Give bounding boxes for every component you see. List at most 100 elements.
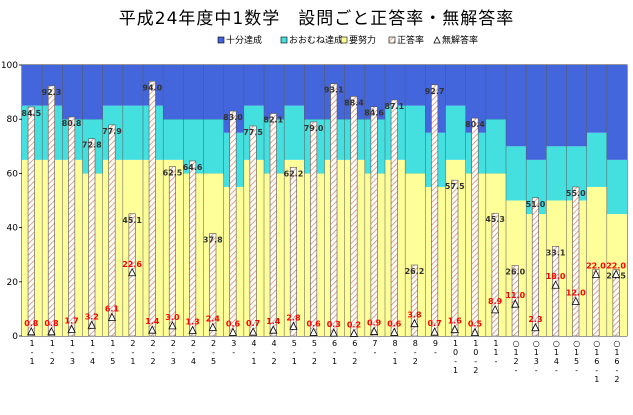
band-ookumu: [566, 146, 587, 201]
seitou-label: 79.0: [304, 124, 324, 133]
mukaitou-marker: [107, 312, 117, 321]
x-tick-label: 2: [413, 357, 418, 366]
seitou-bar: [572, 186, 580, 337]
x-tick-label: 6: [332, 339, 337, 348]
band-juubun: [243, 65, 264, 106]
x-tick-label: 1: [574, 348, 579, 357]
mukaitou-label: 18.0: [546, 272, 566, 281]
x-tick-label: -: [152, 348, 155, 357]
chart-title: 平成24年度中1数学 設問ごと正答率・無解答率: [118, 9, 515, 29]
seitou-bar: [552, 245, 560, 337]
mukaitou-label: 0.2: [347, 320, 361, 329]
x-tick-label: 1: [594, 375, 599, 384]
mukaitou-marker: [87, 320, 96, 329]
band-ookumu: [546, 146, 567, 201]
seitou-label: 62.2: [284, 169, 304, 178]
seitou-bar: [269, 113, 277, 337]
seitou-bar: [47, 85, 55, 337]
mukaitou-label: 12.0: [566, 288, 586, 297]
y-tick-label: 20: [7, 278, 19, 288]
mukaitou-label: 1.3: [186, 317, 200, 326]
seitou-label: 92.3: [42, 88, 62, 97]
mukaitou-marker: [571, 296, 580, 305]
seitou-label: 94.0: [142, 83, 162, 92]
x-tick-label: -: [293, 348, 296, 357]
seitou-label: 92.7: [425, 87, 445, 96]
seitou-label: 87.1: [384, 102, 404, 111]
x-tick-label: 2: [151, 339, 156, 348]
mukaitou-marker: [208, 322, 217, 331]
x-axis: 1-11-21-31-41-52-12-22-32-42-53-4-14-25-…: [30, 339, 621, 384]
x-tick-label: 1: [70, 339, 75, 348]
seitou-label: 33.1: [546, 248, 566, 257]
seitou-bar: [249, 125, 257, 337]
x-tick-label: 1: [594, 348, 599, 357]
seitou-label: 62.5: [163, 169, 183, 178]
x-tick-label: ○: [573, 339, 580, 348]
y-tick-label: 60: [7, 169, 19, 179]
seitou-label: 64.6: [183, 163, 203, 172]
legend-label: おおむね達成: [289, 34, 343, 46]
y-tick-label: 0: [12, 332, 18, 342]
seitou-label: 37.8: [203, 236, 223, 245]
x-tick-label: -: [394, 348, 397, 357]
seitou-bar: [229, 110, 237, 337]
x-tick-label: 7: [372, 339, 377, 348]
x-tick-label: -: [434, 348, 437, 357]
band-yoryoku: [586, 186, 607, 336]
seitou-bar: [108, 124, 116, 337]
seitou-bar: [310, 121, 318, 337]
mukaitou-label: 3.2: [85, 312, 99, 321]
legend-swatch: [388, 36, 396, 44]
seitou-bar: [491, 212, 499, 337]
band-juubun: [22, 65, 43, 106]
x-tick-label: 8: [393, 339, 398, 348]
x-tick-label: 1: [50, 339, 55, 348]
seitou-label: 77.5: [243, 128, 263, 137]
mukaitou-marker: [127, 267, 137, 277]
x-tick-label: -: [555, 366, 558, 375]
seitou-label: 72.8: [82, 141, 102, 150]
x-tick-label: 2: [130, 339, 135, 348]
x-tick-label: 2: [191, 339, 196, 348]
band-juubun: [284, 65, 305, 106]
x-tick-label: 5: [312, 339, 317, 348]
mukaitou-marker: [410, 318, 419, 328]
band-juubun: [465, 65, 486, 133]
x-tick-label: 4: [251, 339, 256, 348]
band-juubun: [203, 65, 224, 120]
band-juubun: [42, 65, 63, 106]
mukaitou-marker: [531, 322, 540, 332]
mukaitou-marker: [289, 321, 298, 330]
x-tick-label: 1: [90, 339, 95, 348]
mukaitou-label: 0.6: [226, 319, 241, 328]
mukaitou-label: 11.0: [505, 291, 525, 300]
x-tick-label: 1: [514, 348, 519, 357]
band-juubun: [606, 65, 627, 160]
x-tick-label: 2: [50, 357, 55, 366]
y-axis: 0 20 40 60 80 100: [1, 61, 22, 342]
band-juubun: [566, 65, 587, 147]
mukaitou-label: 22.0: [606, 261, 626, 270]
band-juubun: [485, 65, 506, 120]
band-juubun: [344, 65, 365, 120]
x-tick-label: 4: [272, 339, 277, 348]
x-tick-label: 2: [272, 357, 277, 366]
legend-label: 要努力: [349, 34, 376, 46]
mukaitou-label: 0.6: [387, 319, 402, 328]
seitou-bar: [390, 99, 398, 337]
mukaitou-label: 8.9: [488, 297, 503, 306]
seitou-label: 55.0: [566, 189, 586, 198]
x-tick-label: -: [313, 348, 316, 357]
band-juubun: [506, 65, 527, 147]
x-tick-label: -: [474, 357, 477, 366]
band-juubun: [122, 65, 143, 106]
mukaitou-marker: [470, 327, 480, 337]
x-tick-label: 3: [70, 357, 75, 366]
band-ookumu: [284, 105, 305, 160]
mukaitou-label: 2.3: [528, 315, 542, 324]
x-tick-label: 2: [514, 357, 519, 366]
x-tick-label: 1: [493, 348, 498, 357]
seitou-label: 83.0: [223, 113, 243, 122]
mukaitou-label: 1.4: [266, 317, 281, 326]
